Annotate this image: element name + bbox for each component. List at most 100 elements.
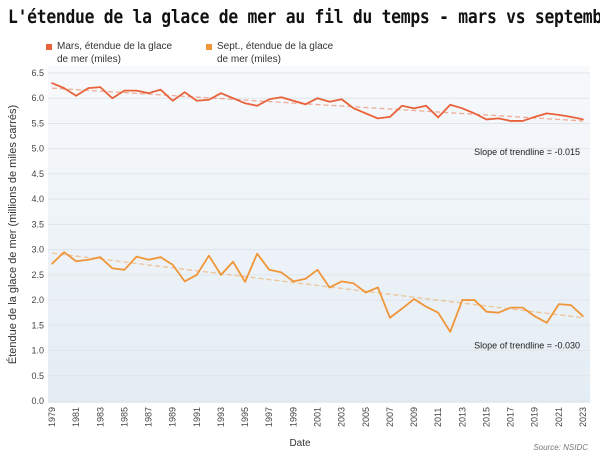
trendline-1	[51, 252, 584, 319]
x-tick-label: 1997	[264, 407, 274, 427]
y-axis-label: Étendue de la glace de mer (millions de …	[6, 105, 19, 364]
data-point	[449, 331, 452, 333]
data-point	[244, 102, 246, 105]
data-point	[389, 116, 391, 118]
x-tick-label: 2003	[337, 407, 347, 427]
data-point	[220, 274, 222, 276]
data-point	[63, 87, 65, 89]
data-point	[292, 99, 295, 102]
data-point	[425, 305, 427, 308]
data-point	[111, 267, 114, 270]
data-point	[171, 263, 174, 266]
x-tick-label: 2011	[433, 408, 443, 427]
data-point	[328, 286, 331, 289]
legend-swatch-september	[206, 44, 212, 50]
y-tick-label: 2.5	[31, 270, 44, 280]
data-point	[340, 280, 343, 283]
y-tick-label: 6.0	[31, 93, 44, 103]
data-point	[99, 86, 102, 88]
x-tick-label: 1981	[71, 407, 81, 427]
plot-background	[48, 66, 590, 403]
data-point	[352, 282, 355, 285]
x-axis-label: Date	[289, 438, 311, 449]
data-point	[159, 88, 162, 91]
x-tick-label: 2009	[409, 407, 419, 427]
y-tick-label: 5.0	[31, 144, 44, 154]
data-point	[135, 255, 138, 258]
x-tick-label: 2001	[313, 407, 323, 427]
data-point	[413, 298, 415, 300]
trendline-0	[51, 87, 584, 122]
data-point	[111, 97, 114, 100]
x-tick-label: 1985	[119, 407, 129, 427]
data-point	[196, 99, 198, 102]
data-point	[123, 89, 126, 92]
data-point	[208, 98, 210, 101]
data-point	[545, 112, 548, 115]
source-note: Source: NSIDC	[533, 443, 588, 452]
data-point	[196, 274, 198, 276]
y-tick-label: 6.5	[31, 68, 44, 78]
y-tick-label: 2.0	[31, 295, 44, 305]
x-tick-label: 2019	[530, 407, 540, 427]
data-point	[63, 251, 65, 253]
data-point	[473, 112, 476, 115]
data-point	[75, 260, 77, 263]
y-tick-label: 3.5	[31, 219, 44, 229]
data-point	[99, 256, 102, 258]
data-point	[268, 269, 271, 271]
x-tick-label: 1987	[144, 407, 154, 427]
data-point	[159, 256, 162, 258]
data-point	[304, 103, 307, 106]
data-point	[377, 117, 379, 120]
data-point	[328, 100, 331, 103]
trendline-annotation-1: Slope of trendline = -0.030	[474, 341, 580, 351]
x-tick-label: 2005	[361, 407, 371, 427]
x-tick-label: 1999	[288, 407, 298, 427]
data-point	[570, 116, 572, 118]
data-point	[147, 92, 150, 94]
data-point	[340, 98, 343, 101]
data-point	[533, 116, 536, 118]
data-point	[425, 105, 427, 107]
data-point	[497, 117, 500, 120]
data-point	[352, 107, 355, 110]
data-point	[509, 120, 512, 122]
legend-item-march: Mars, étendue de la glace de mer (miles)	[46, 40, 177, 66]
data-point	[147, 258, 150, 261]
data-point	[461, 107, 464, 110]
data-point	[521, 306, 524, 309]
x-tick-label: 2021	[554, 407, 564, 427]
x-tick-label: 2023	[578, 407, 588, 427]
y-tick-label: 0.0	[31, 396, 44, 406]
data-point	[244, 281, 246, 283]
data-point	[256, 252, 258, 255]
data-point	[220, 92, 222, 94]
data-point	[87, 258, 90, 261]
data-point	[280, 96, 283, 99]
data-point	[183, 280, 186, 283]
data-point	[437, 116, 439, 119]
y-tick-label: 1.5	[31, 320, 44, 330]
data-point	[461, 299, 464, 301]
data-point	[473, 299, 476, 301]
data-point	[51, 82, 53, 84]
legend-label-march: Mars, étendue de la glace de mer (miles)	[57, 41, 173, 65]
data-point	[208, 254, 210, 257]
data-point	[256, 105, 258, 107]
data-point	[521, 120, 524, 122]
data-point	[437, 311, 439, 314]
data-point	[232, 97, 234, 100]
legend-item-september: Sept., étendue de la glace de mer (miles…	[206, 40, 337, 66]
chart-title: L'étendue de la glace de mer au fil du t…	[8, 6, 600, 28]
x-tick-label: 1989	[168, 407, 178, 427]
data-point	[377, 286, 379, 289]
data-point	[316, 269, 319, 271]
data-point	[401, 105, 403, 107]
trendline-annotation-0: Slope of trendline = -0.015	[474, 147, 580, 157]
data-point	[75, 94, 77, 97]
data-point	[570, 304, 572, 306]
data-point	[449, 103, 452, 106]
x-tick-label: 2017	[506, 407, 516, 427]
